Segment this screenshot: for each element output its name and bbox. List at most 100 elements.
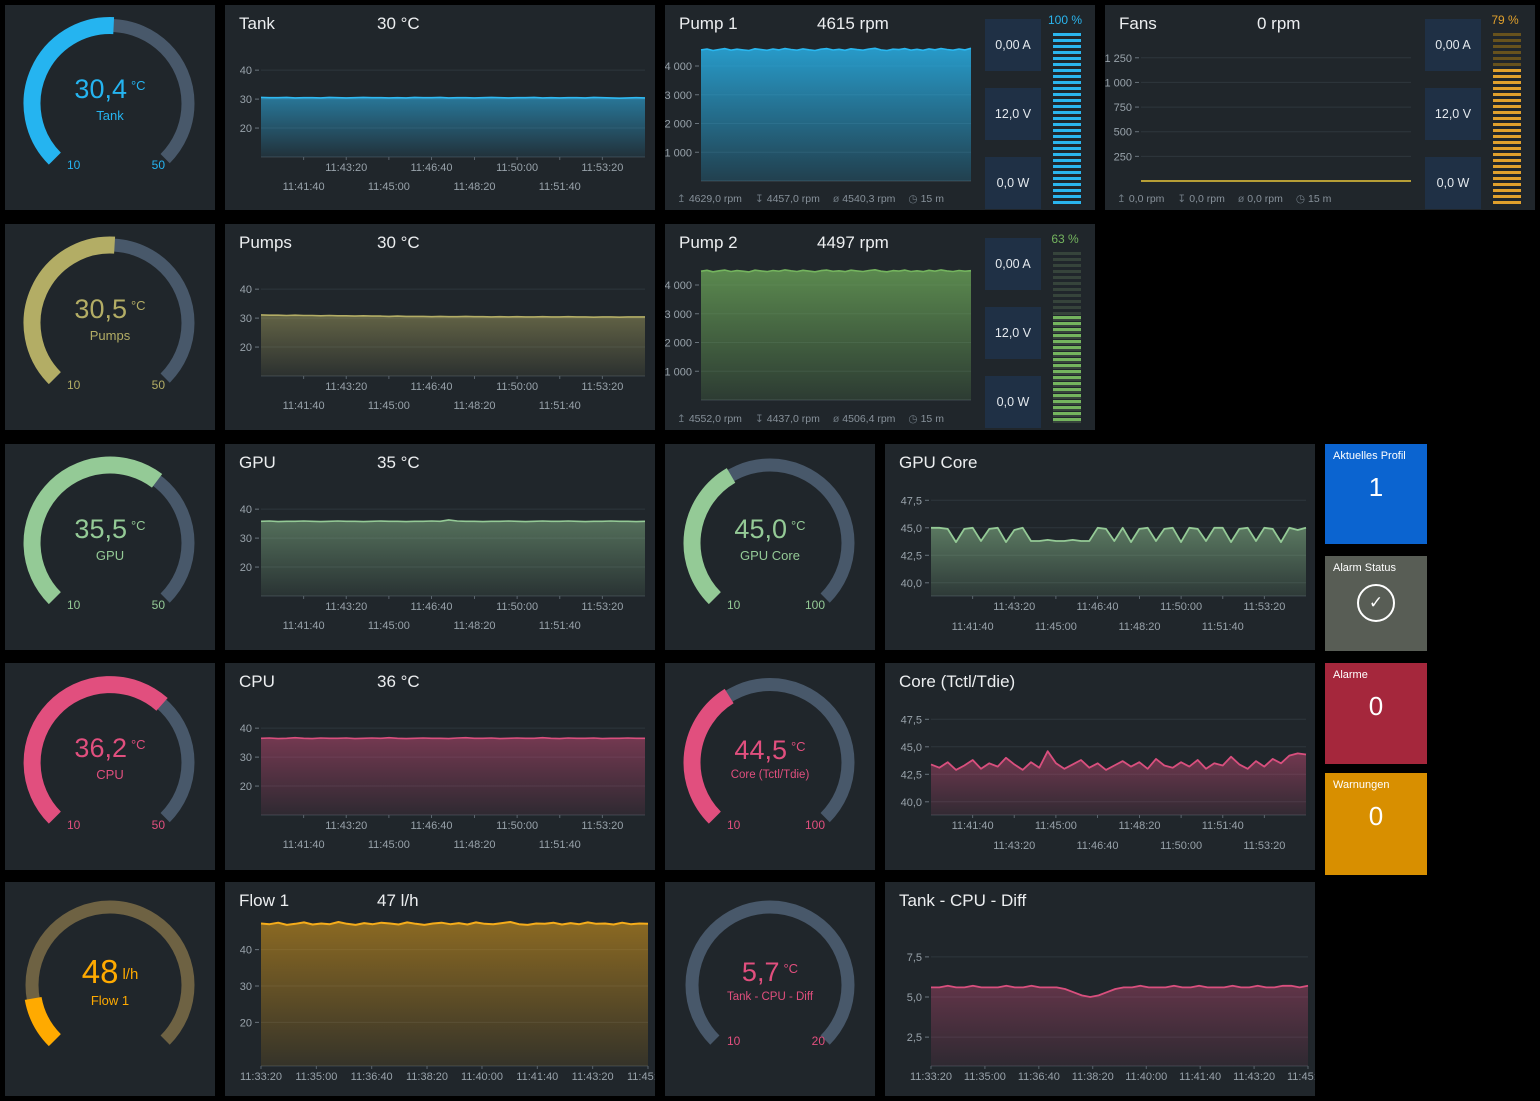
- time-window-icon: ◷: [1295, 193, 1306, 205]
- svg-text:11:38:20: 11:38:20: [406, 1071, 448, 1083]
- load-percent-label: 100 %: [1047, 13, 1083, 27]
- chart-current-value: 30 °C: [377, 14, 420, 33]
- svg-text:11:43:20: 11:43:20: [572, 1071, 614, 1083]
- gauge-min-label: 10: [67, 598, 81, 612]
- svg-text:11:50:00: 11:50:00: [496, 601, 538, 613]
- svg-text:1 000: 1 000: [665, 147, 692, 159]
- svg-text:20: 20: [240, 781, 252, 793]
- chart-header: CPU 36 °C: [239, 672, 647, 696]
- gauge-label: CPU: [96, 767, 124, 782]
- stat-avg: 4540,3 rpm: [842, 193, 896, 205]
- tile-title: Warnungen: [1333, 779, 1390, 791]
- gauge-value: 30,4 °C: [74, 74, 146, 104]
- svg-text:11:43:20: 11:43:20: [1233, 1071, 1275, 1083]
- chart-current-value: 36 °C: [377, 672, 420, 691]
- svg-text:11:40:00: 11:40:00: [461, 1071, 503, 1083]
- svg-text:11:43:20: 11:43:20: [325, 381, 367, 393]
- gpu-chart-panel: 40 30 20 11:43:20 11:46:40 11:50:00 11:53:20 11…: [225, 444, 655, 650]
- min-icon: ↧: [754, 193, 764, 205]
- load-bar: [1053, 33, 1081, 204]
- svg-text:11:41:40: 11:41:40: [283, 181, 325, 193]
- current-profile-tile[interactable]: Aktuelles Profil 1: [1325, 444, 1427, 544]
- chart-title: GPU: [239, 453, 276, 472]
- power-readouts: 0,00 A 12,0 V 0,0 W: [1425, 19, 1481, 226]
- svg-text:11:43:20: 11:43:20: [993, 601, 1035, 613]
- average-icon: ø: [832, 413, 840, 425]
- svg-text:40: 40: [240, 65, 252, 77]
- gauge-max-label: 50: [151, 598, 165, 612]
- power-watts-box: 0,0 W: [1425, 157, 1481, 209]
- svg-text:11:51:40: 11:51:40: [539, 181, 581, 193]
- chart-title: Pumps: [239, 233, 292, 252]
- tile-title: Aktuelles Profil: [1333, 450, 1406, 462]
- power-readouts: 0,00 A 12,0 V 0,0 W: [985, 19, 1041, 226]
- fans-panel: 1 250 1 000 750 500 250 Fans 0 rpm ↥ 0,0 rpm …: [1105, 5, 1535, 210]
- svg-text:11:43:20: 11:43:20: [325, 162, 367, 174]
- svg-text:4 000: 4 000: [665, 280, 692, 292]
- gauge-unit: °C: [130, 737, 146, 752]
- pump1-panel: 4 000 3 000 2 000 1 000 Pump 1 4615 rpm ↥ 46…: [665, 5, 1095, 210]
- average-icon: ø: [1237, 193, 1245, 205]
- svg-text:45,0: 45,0: [901, 742, 922, 754]
- chart-current-value: 4497 rpm: [817, 233, 889, 252]
- stat-min: 4437,0 rpm: [766, 413, 820, 425]
- stat-window: 15 m: [1308, 193, 1332, 205]
- gauge-min-label: 10: [727, 1034, 741, 1048]
- gauge-max-label: 50: [151, 818, 165, 832]
- svg-text:11:53:20: 11:53:20: [581, 381, 623, 393]
- time-window-icon: ◷: [908, 193, 918, 205]
- gauge-label: GPU Core: [740, 547, 800, 563]
- gauge-readout: 35,5 °C GPU: [5, 444, 215, 634]
- svg-text:11:41:40: 11:41:40: [283, 400, 325, 412]
- svg-text:11:48:20: 11:48:20: [453, 400, 495, 412]
- gauge-label: Core (Tctl/Tdie): [730, 768, 810, 781]
- svg-text:20: 20: [240, 562, 252, 574]
- svg-text:11:45:00: 11:45:00: [627, 1071, 655, 1083]
- svg-text:11:46:40: 11:46:40: [410, 820, 452, 832]
- gauge-value: 30,5 °C: [74, 293, 146, 324]
- svg-text:11:33:20: 11:33:20: [910, 1071, 952, 1083]
- alarm-count: 0: [1368, 691, 1384, 721]
- svg-text:11:43:20: 11:43:20: [325, 820, 367, 832]
- tank-chart-panel: 40 30 20 11:43:20 11:46:40 11:50:00 11:53:20 11…: [225, 5, 655, 210]
- svg-text:5,0: 5,0: [907, 992, 922, 1004]
- flow-chart-panel: 40 30 20 11:33:20 11:35:00 11:36:40 11:38:20 11…: [225, 882, 655, 1096]
- chart-title: Flow 1: [239, 891, 290, 910]
- gauge-label: Flow 1: [90, 992, 130, 1008]
- stat-min: 0,0 rpm: [1189, 193, 1225, 205]
- svg-text:11:41:40: 11:41:40: [516, 1071, 558, 1083]
- svg-text:11:41:40: 11:41:40: [952, 621, 994, 633]
- stat-max: 4552,0 rpm: [688, 413, 742, 425]
- svg-text:40,0: 40,0: [901, 797, 922, 809]
- pump2-panel: 4 000 3 000 2 000 1 000 Pump 2 4497 rpm ↥ 45…: [665, 224, 1095, 430]
- voltage-box: 12,0 V: [1425, 88, 1481, 140]
- svg-text:11:53:20: 11:53:20: [581, 601, 623, 613]
- chart-title: Core (Tctl/Tdie): [899, 672, 1016, 691]
- current-amps-box: 0,00 A: [985, 238, 1041, 290]
- load-bar-fill: [1493, 68, 1521, 204]
- warnings-tile[interactable]: Warnungen 0: [1325, 773, 1427, 875]
- stat-min: 4457,0 rpm: [766, 193, 820, 205]
- svg-text:3 000: 3 000: [665, 309, 692, 321]
- gauge-label: Pumps: [89, 327, 131, 343]
- diff-chart-panel: 7,5 5,0 2,5 11:33:20 11:35:00 11:36:40 11:38:2…: [885, 882, 1315, 1096]
- diff-gauge-panel: 5,7 °C Tank - CPU - Diff 10 20: [665, 882, 875, 1096]
- svg-text:11:51:40: 11:51:40: [539, 839, 581, 851]
- svg-text:20: 20: [240, 342, 252, 354]
- svg-text:11:48:20: 11:48:20: [453, 181, 495, 193]
- pumps-chart-panel: 40 30 20 11:43:20 11:46:40 11:50:00 11:53:20 11…: [225, 224, 655, 430]
- svg-text:11:46:40: 11:46:40: [410, 601, 452, 613]
- chart-header: Pump 1 4615 rpm: [679, 14, 1087, 38]
- status-icon-wrap: ✓: [1325, 584, 1427, 622]
- svg-text:40: 40: [240, 945, 252, 957]
- gauge-max-label: 100: [804, 818, 825, 832]
- svg-text:45,0: 45,0: [901, 523, 922, 535]
- svg-text:11:36:40: 11:36:40: [351, 1071, 393, 1083]
- load-percent-label: 63 %: [1051, 232, 1079, 246]
- gauge-max-label: 100: [804, 598, 825, 612]
- alarms-tile[interactable]: Alarme 0: [1325, 663, 1427, 764]
- svg-text:40: 40: [240, 723, 252, 735]
- gauge-max-label: 50: [151, 158, 165, 172]
- alarm-status-tile[interactable]: Alarm Status ✓: [1325, 556, 1427, 651]
